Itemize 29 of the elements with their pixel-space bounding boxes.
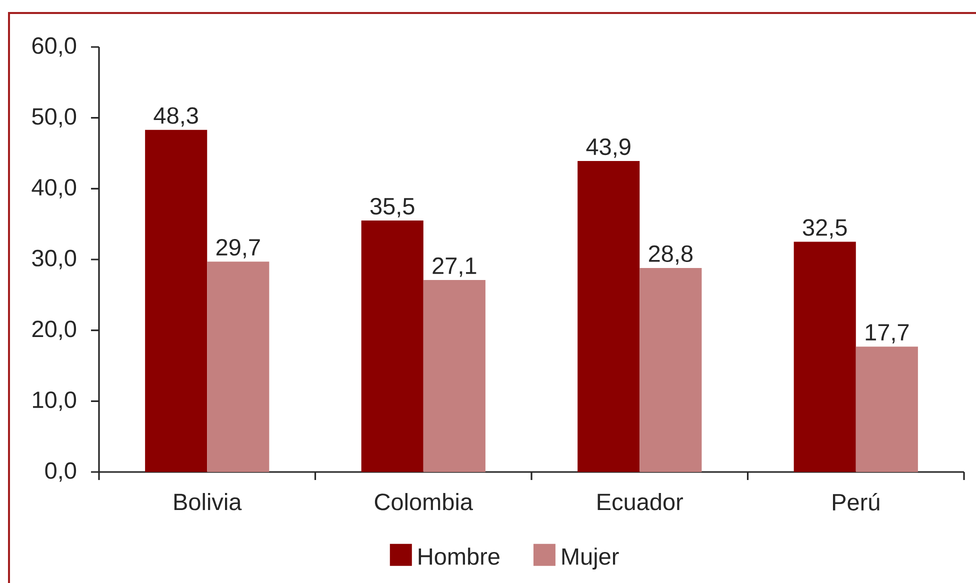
y-tick-label: 40,0 [32,178,76,198]
legend-label: Mujer [562,548,619,570]
bar [207,262,270,472]
y-tick-label: 50,0 [32,108,76,128]
y-tick-label: 10,0 [33,391,76,411]
data-label: 27,1 [432,257,476,277]
x-tick-label: Perú [832,493,880,511]
data-label: 35,5 [370,198,414,218]
y-tick-label: 20,0 [32,320,76,340]
bar [794,242,856,472]
x-tick-label: Bolivia [174,493,242,510]
x-tick-label: Ecuador [598,493,683,510]
data-label: 29,7 [216,239,260,258]
bar [423,280,486,472]
bar [856,346,918,472]
bar [145,130,208,472]
y-tick-label: 30,0 [32,250,76,270]
y-tick-label: 0,0 [45,462,76,482]
bar [578,161,640,472]
legend-label: Hombre [418,548,500,565]
bar [361,220,424,472]
data-label: 17,7 [866,324,909,344]
x-tick-label: Colombia [374,493,473,510]
y-tick-label: 60,0 [32,37,76,57]
data-label: 32,5 [802,219,847,239]
bar [640,268,702,472]
data-label: 43,9 [586,138,630,158]
data-label: 28,8 [648,245,693,265]
data-label: 48,3 [154,107,198,127]
